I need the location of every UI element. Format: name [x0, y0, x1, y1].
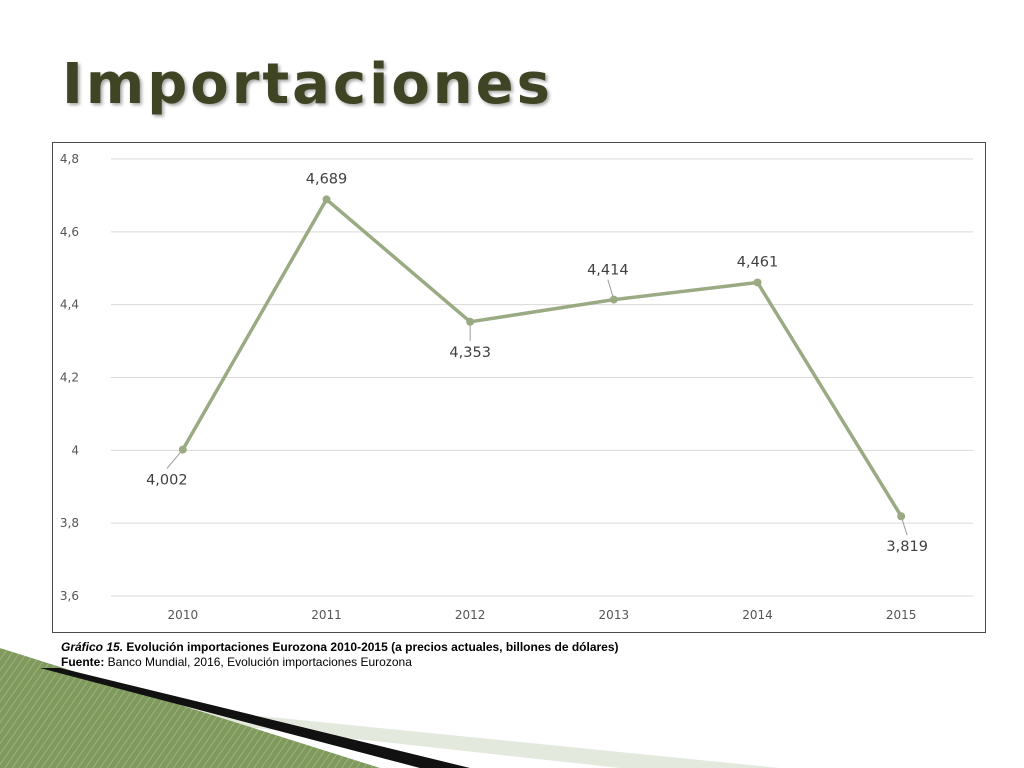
x-tick-label: 2013	[599, 608, 630, 622]
x-tick-label: 2015	[886, 608, 917, 622]
data-label: 4,353	[449, 345, 491, 361]
y-tick-label: 4,4	[60, 298, 79, 312]
data-point	[178, 445, 187, 454]
chart-caption: Gráfico 15. Evolución importaciones Euro…	[61, 640, 961, 670]
decor-light-stripe	[0, 690, 780, 768]
data-label: 3,819	[886, 539, 928, 555]
x-tick-label: 2011	[311, 608, 342, 622]
decor-black-stripe	[40, 668, 470, 768]
y-axis-ticks: 3,6 3,8 4 4,2 4,4 4,6 4,8	[60, 152, 79, 603]
series-line-layer	[181, 197, 903, 518]
x-axis-ticks: 2010 2011 2012 2013 2014 2015	[168, 608, 917, 622]
caption-line: Gráfico 15. Evolución importaciones Euro…	[61, 640, 961, 655]
data-point	[897, 512, 906, 521]
data-label: 4,689	[306, 171, 348, 187]
source-label: Fuente:	[61, 655, 105, 669]
line-chart: 3,6 3,8 4 4,2 4,4 4,6 4,8 2010 2011 2012 2013 2014…	[60, 152, 973, 622]
x-tick-label: 2012	[455, 608, 486, 622]
y-tick-label: 4,6	[60, 225, 79, 239]
data-point	[322, 195, 331, 204]
slide-title: Importaciones	[62, 52, 553, 117]
leader-lines	[166, 279, 908, 536]
data-label: 4,461	[737, 254, 779, 270]
x-tick-label: 2014	[742, 608, 773, 622]
data-point	[466, 317, 475, 326]
grid-layer	[111, 158, 973, 597]
caption-description: Evolución importaciones Eurozona 2010-20…	[123, 640, 619, 654]
y-tick-label: 4,2	[60, 371, 79, 385]
series-line	[181, 197, 903, 518]
source-line: Fuente: Banco Mundial, 2016, Evolución i…	[61, 655, 961, 670]
data-point	[609, 295, 618, 304]
data-point	[753, 278, 762, 287]
x-tick-label: 2010	[168, 608, 199, 622]
y-tick-label: 4	[71, 443, 79, 457]
data-labels: 4,002 4,689 4,353 4,414 4,461 3,819	[146, 171, 928, 555]
y-tick-label: 3,8	[60, 516, 79, 530]
leader-line	[166, 449, 184, 469]
y-tick-label: 3,6	[60, 589, 79, 603]
caption-figure-number: Gráfico 15.	[61, 640, 124, 654]
data-label: 4,002	[146, 473, 188, 489]
data-points	[178, 195, 906, 521]
chart-frame: 3,6 3,8 4 4,2 4,4 4,6 4,8 2010 2011 2012 2013 2014…	[52, 142, 986, 633]
data-label: 4,414	[587, 263, 629, 279]
source-text: Banco Mundial, 2016, Evolución importaci…	[104, 655, 412, 669]
y-tick-label: 4,8	[60, 152, 79, 166]
